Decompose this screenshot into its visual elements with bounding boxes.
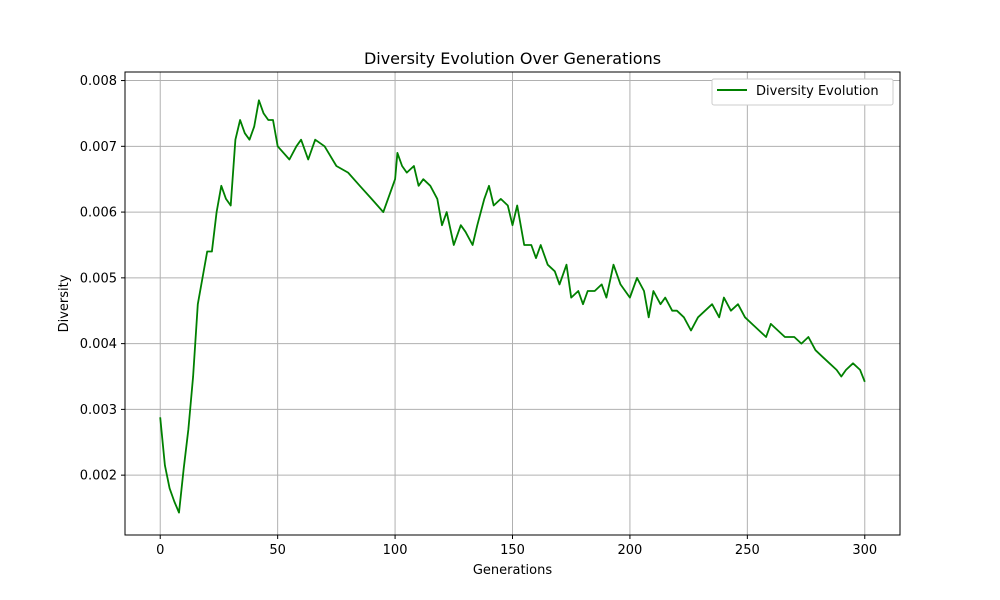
y-axis-title: Diversity — [57, 274, 72, 332]
y-tick-label: 0.002 — [80, 469, 117, 484]
y-tick-label: 0.007 — [80, 140, 117, 155]
grid — [125, 72, 900, 535]
x-axis-title: Generations — [473, 563, 553, 578]
x-tick-label: 250 — [735, 543, 760, 558]
plot-lines — [159, 99, 866, 514]
chart-title: Diversity Evolution Over Generations — [364, 49, 661, 68]
legend-box — [711, 78, 894, 106]
series-line — [159, 99, 866, 514]
x-tick-label: 100 — [383, 543, 408, 558]
y-tick-label: 0.005 — [80, 271, 117, 286]
x-tick-label: 50 — [269, 543, 286, 558]
y-tick-label: 0.008 — [80, 74, 117, 89]
legend: Diversity Evolution — [711, 78, 894, 106]
y-tick-label: 0.003 — [80, 403, 117, 418]
x-tick-label: 300 — [852, 543, 877, 558]
x-tick-label: 0 — [156, 543, 164, 558]
x-tick-label: 200 — [618, 543, 643, 558]
legend-label: Diversity Evolution — [756, 84, 879, 99]
y-tick-label: 0.004 — [80, 337, 117, 352]
y-tick-label: 0.006 — [80, 206, 117, 221]
ticks: 0 50 100 150 200 250 300 0.002 0.003 0.004 0.005 0.… — [80, 74, 877, 558]
x-tick-label: 150 — [500, 543, 525, 558]
